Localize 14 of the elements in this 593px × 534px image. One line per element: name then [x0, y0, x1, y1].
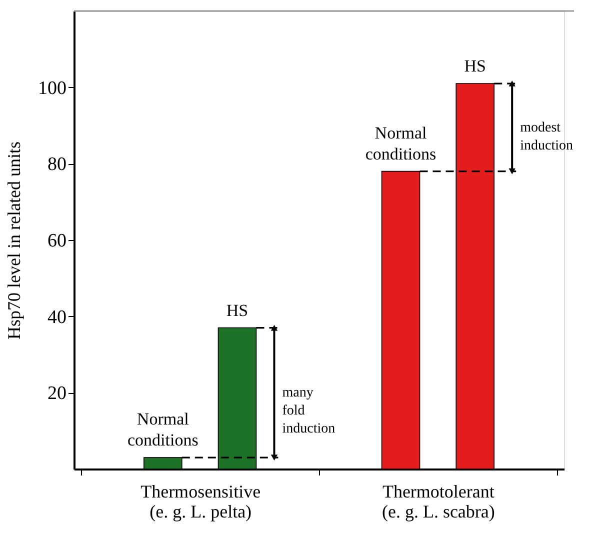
series-label: Normal conditions — [365, 123, 436, 164]
series-label: HS — [226, 300, 248, 320]
text: Normal conditions — [127, 410, 198, 450]
y-tick-label: 40 — [48, 306, 66, 328]
y-tick-label: 100 — [38, 78, 66, 99]
y-tick-label: 80 — [48, 154, 66, 176]
x-tick-label: Thermosensitive (e. g. L. pelta) — [140, 482, 261, 522]
x-tick-label: Thermotolerant (e. g. L. scabra) — [382, 482, 495, 522]
y-tick-label: 60 — [48, 230, 66, 252]
y-tick-label: 20 — [48, 383, 66, 404]
text: HS — [464, 56, 486, 76]
y-axis-title: Hsp70 level in related units — [4, 142, 24, 340]
annotation: many fold induction — [282, 386, 336, 437]
annotation: modest induction — [520, 120, 573, 154]
